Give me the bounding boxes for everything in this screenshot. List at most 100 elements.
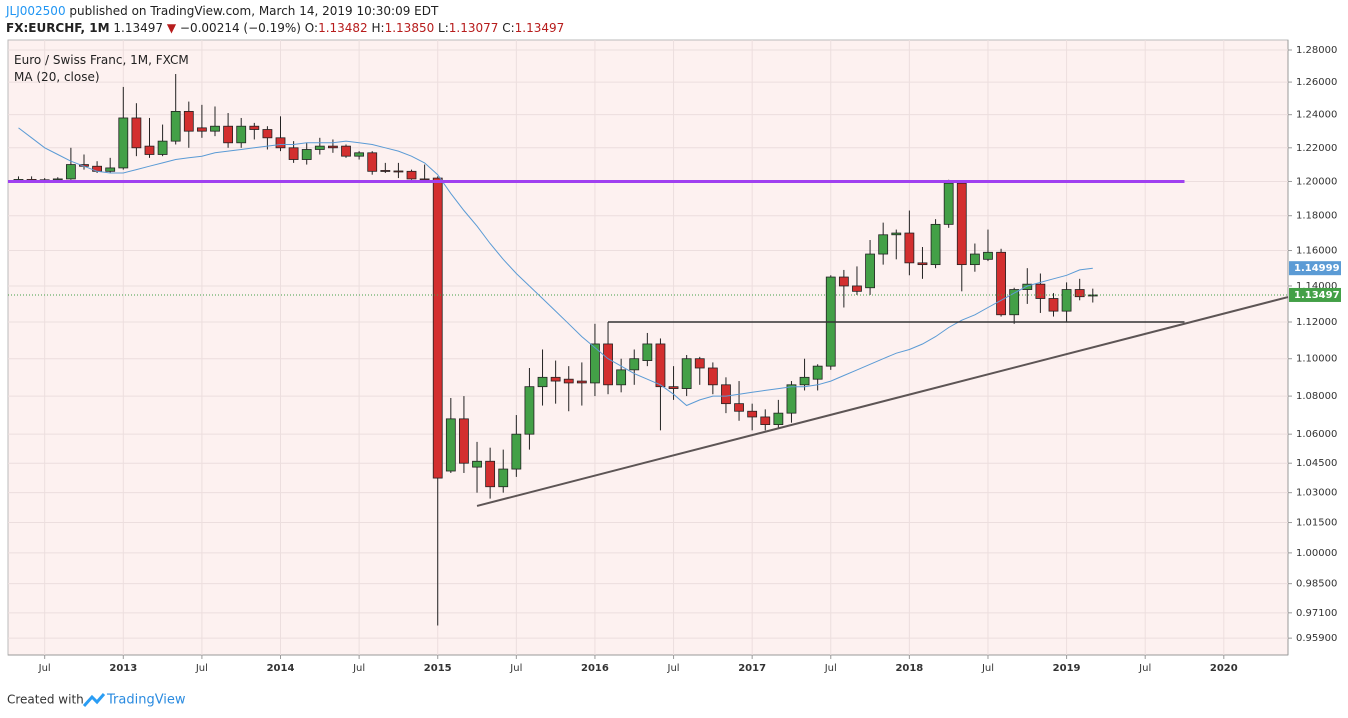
l: 1.13077	[448, 21, 499, 35]
y-tick-label: 1.00000	[1296, 548, 1337, 559]
candle-body	[694, 358, 705, 369]
candle-body	[170, 110, 181, 142]
o: 1.13482	[318, 21, 368, 35]
candle-body	[537, 376, 548, 388]
candle-body	[878, 234, 889, 255]
candle-body	[393, 170, 404, 173]
candle-body	[1009, 289, 1020, 316]
candle-body	[183, 110, 194, 132]
x-tick-label: 2016	[581, 663, 609, 674]
candle-body	[786, 384, 797, 414]
candle-body	[668, 386, 679, 389]
candle-body	[563, 378, 574, 384]
candle-body	[655, 343, 666, 388]
y-tick-label: 1.16000	[1296, 246, 1337, 257]
y-tick-label: 0.95900	[1296, 633, 1337, 644]
trend-line	[476, 296, 1289, 507]
candle-body	[275, 137, 286, 149]
o-label: O:	[304, 21, 319, 35]
candle-body	[131, 117, 142, 149]
candle-body	[144, 145, 155, 155]
candle-body	[472, 460, 482, 468]
y-tick-label: 1.01500	[1296, 518, 1337, 529]
x-tick-label: Jul	[352, 663, 365, 674]
ma-line	[18, 127, 1093, 407]
candle-body	[196, 127, 207, 132]
candle-body	[419, 178, 430, 181]
candle-body	[550, 376, 561, 382]
candle-body	[262, 129, 273, 139]
candle-body	[367, 152, 378, 172]
candle-body	[314, 145, 325, 150]
y-tick-label: 1.26000	[1296, 77, 1337, 88]
x-tick-label: 2018	[895, 663, 923, 674]
ma-price-tag	[1289, 261, 1341, 276]
y-tick-label: 1.28000	[1296, 45, 1337, 56]
candle-body	[943, 182, 954, 225]
y-tick-label: 1.04500	[1296, 458, 1337, 469]
candle-body	[1035, 283, 1046, 299]
x-tick-label: 2017	[738, 663, 766, 674]
candle-body	[498, 468, 509, 488]
y-tick-label: 1.10000	[1296, 354, 1337, 365]
candle-body	[721, 384, 731, 405]
x-tick-label: 2020	[1210, 663, 1238, 674]
l-label: L:	[438, 21, 449, 35]
footer-text: Created with	[7, 693, 84, 707]
candle-body	[956, 182, 967, 266]
ma-price-label: 1.14999	[1294, 263, 1340, 274]
published: published on TradingView.com, March 14, …	[69, 4, 439, 18]
chart-title: Euro / Swiss Franc, 1M, FXCM	[14, 53, 189, 67]
candle-body	[734, 403, 744, 412]
candle-body	[773, 412, 784, 425]
y-tick-label: 0.98500	[1296, 579, 1337, 590]
candle-body	[288, 147, 299, 160]
symbol: FX:EURCHF, 1M	[6, 21, 110, 35]
y-tick-label: 1.20000	[1296, 176, 1337, 187]
x-tick-label: 2014	[267, 663, 295, 674]
candle-body	[576, 380, 587, 384]
candle-body	[1074, 289, 1085, 298]
candle-body	[930, 223, 941, 266]
candle-body	[301, 149, 312, 160]
candle-body	[904, 232, 915, 264]
y-tick-label: 1.18000	[1296, 211, 1337, 222]
candle-body	[812, 365, 823, 380]
candle-body	[157, 140, 168, 155]
x-tick-label: 2013	[109, 663, 137, 674]
candle-body	[341, 145, 351, 157]
author: JLJ002500	[6, 4, 66, 18]
candle-body	[52, 178, 63, 181]
x-tick-label: 2019	[1053, 663, 1081, 674]
x-tick-label: 2015	[424, 663, 452, 674]
candle-body	[328, 145, 338, 149]
y-tick-label: 1.24000	[1296, 110, 1337, 121]
y-tick-label: 1.14000	[1296, 281, 1337, 292]
candle-body	[747, 410, 758, 418]
candle-body	[406, 170, 417, 180]
x-tick-label: Jul	[38, 663, 51, 674]
x-tick-label: Jul	[509, 663, 522, 674]
candle-body	[590, 343, 600, 384]
c-label: C:	[502, 21, 515, 35]
candle-body	[996, 251, 1006, 316]
logo-shape	[82, 693, 106, 707]
candle-body	[891, 232, 902, 236]
candle-body	[65, 164, 76, 180]
h: 1.13850	[384, 21, 435, 35]
header-line: JLJ002500 published on TradingView.com, …	[6, 4, 438, 18]
candle-body	[1087, 294, 1098, 297]
y-tick-label: 1.12000	[1296, 317, 1337, 328]
brand-logo	[82, 693, 106, 707]
x-tick-label: Jul	[824, 663, 837, 674]
candle-body	[524, 386, 535, 435]
last-price-tag	[1289, 287, 1341, 302]
last: 1.13497	[113, 21, 164, 35]
x-tick-label: Jul	[1138, 663, 1151, 674]
candle-body	[249, 125, 260, 130]
x-tick-label: Jul	[981, 663, 994, 674]
candle-body	[118, 117, 129, 169]
candle-body	[681, 358, 692, 389]
change: −0.00214 (−0.19%)	[179, 21, 301, 35]
